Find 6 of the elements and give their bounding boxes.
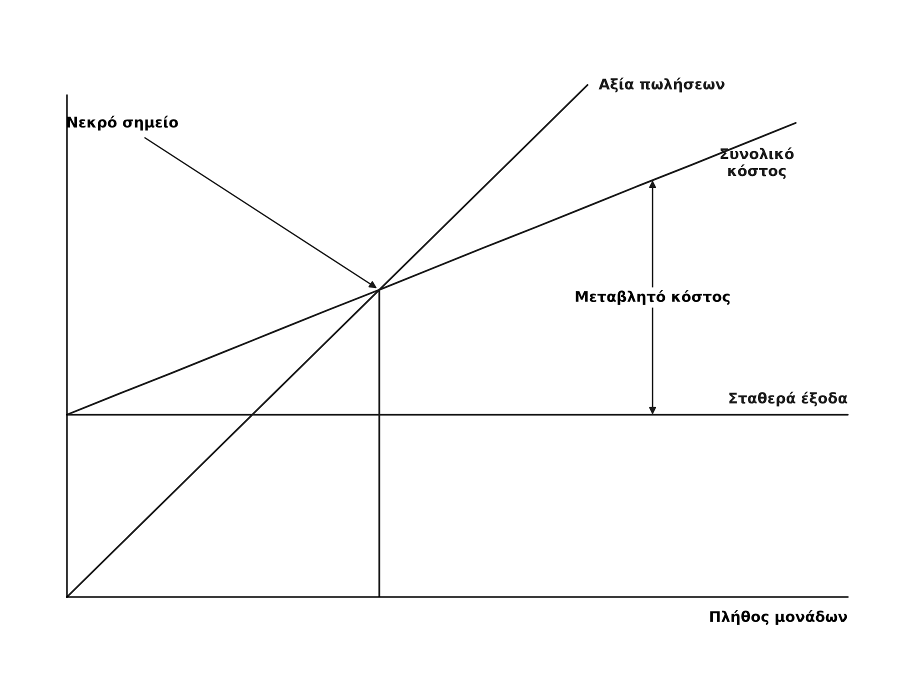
series-label: Σταθερά έξοδα bbox=[729, 392, 848, 406]
x-axis-title: Πλήθος μονάδων bbox=[710, 610, 848, 625]
series-label: Συνολικό κόστος bbox=[720, 147, 794, 180]
annotation: Νεκρό σημείο bbox=[67, 116, 178, 130]
annotation: Μεταβλητό κόστος bbox=[576, 290, 730, 305]
series-label: Αξία πωλήσεων bbox=[598, 78, 725, 92]
